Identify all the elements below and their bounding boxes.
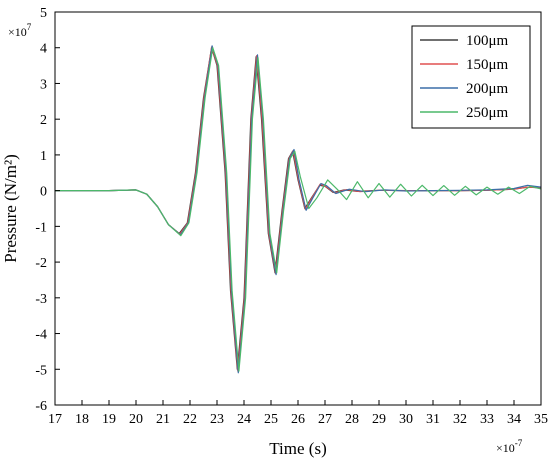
y-tick-label: -1 — [35, 220, 47, 235]
x-tick-label: 28 — [345, 412, 359, 427]
x-tick-label: 20 — [129, 412, 143, 427]
x-tick-label: 25 — [264, 412, 278, 427]
x-tick-label: 31 — [426, 412, 440, 427]
x-tick-label: 26 — [291, 412, 305, 427]
legend-entry-label: 200μm — [466, 81, 509, 97]
x-multiplier-label: ×10-7 — [496, 438, 523, 455]
x-tick-label: 24 — [237, 412, 251, 427]
y-tick-label: 0 — [40, 185, 47, 200]
x-tick-label: 34 — [507, 412, 521, 427]
legend-entry-label: 100μm — [466, 33, 509, 49]
y-tick-label: -6 — [35, 399, 47, 414]
x-tick-label: 23 — [210, 412, 224, 427]
x-tick-label: 22 — [183, 412, 197, 427]
y-axis: -6 -5 -4 -3 -2 -1 0 1 2 3 4 5 — [35, 6, 60, 414]
y-tick-label: 1 — [40, 149, 47, 164]
x-tick-label: 18 — [75, 412, 89, 427]
x-tick-label: 17 — [48, 412, 62, 427]
y-tick-label: -2 — [35, 256, 47, 271]
y-tick-label: -3 — [35, 292, 47, 307]
y-tick-label: -5 — [35, 363, 47, 378]
y-tick-label: -4 — [35, 328, 47, 343]
x-tick-label: 29 — [372, 412, 386, 427]
y-tick-label: 2 — [40, 113, 47, 128]
y-axis-label: Pressure (N/m²) — [1, 154, 20, 263]
x-tick-label: 27 — [318, 412, 332, 427]
x-axis: 17 18 19 20 21 22 23 24 25 26 27 28 29 30 31 32 33 34 35 — [48, 400, 548, 427]
x-tick-label: 21 — [156, 412, 170, 427]
y-tick-label: 4 — [40, 42, 47, 57]
x-tick-label: 33 — [480, 412, 494, 427]
x-tick-label: 32 — [453, 412, 467, 427]
legend: 100μm 150μm 200μm 250μm — [411, 25, 531, 129]
legend-box — [411, 25, 531, 129]
x-tick-label: 30 — [399, 412, 413, 427]
y-tick-label: 5 — [40, 6, 47, 21]
x-axis-label: Time (s) — [269, 439, 326, 458]
x-tick-label: 19 — [102, 412, 116, 427]
y-tick-label: 3 — [40, 77, 47, 92]
legend-entry-label: 250μm — [466, 105, 509, 121]
series-line-3 — [55, 47, 542, 372]
y-multiplier-label: ×107 — [8, 22, 32, 39]
legend-entry-label: 150μm — [466, 57, 509, 73]
x-tick-label: 35 — [534, 412, 548, 427]
series-layer — [55, 45, 542, 374]
